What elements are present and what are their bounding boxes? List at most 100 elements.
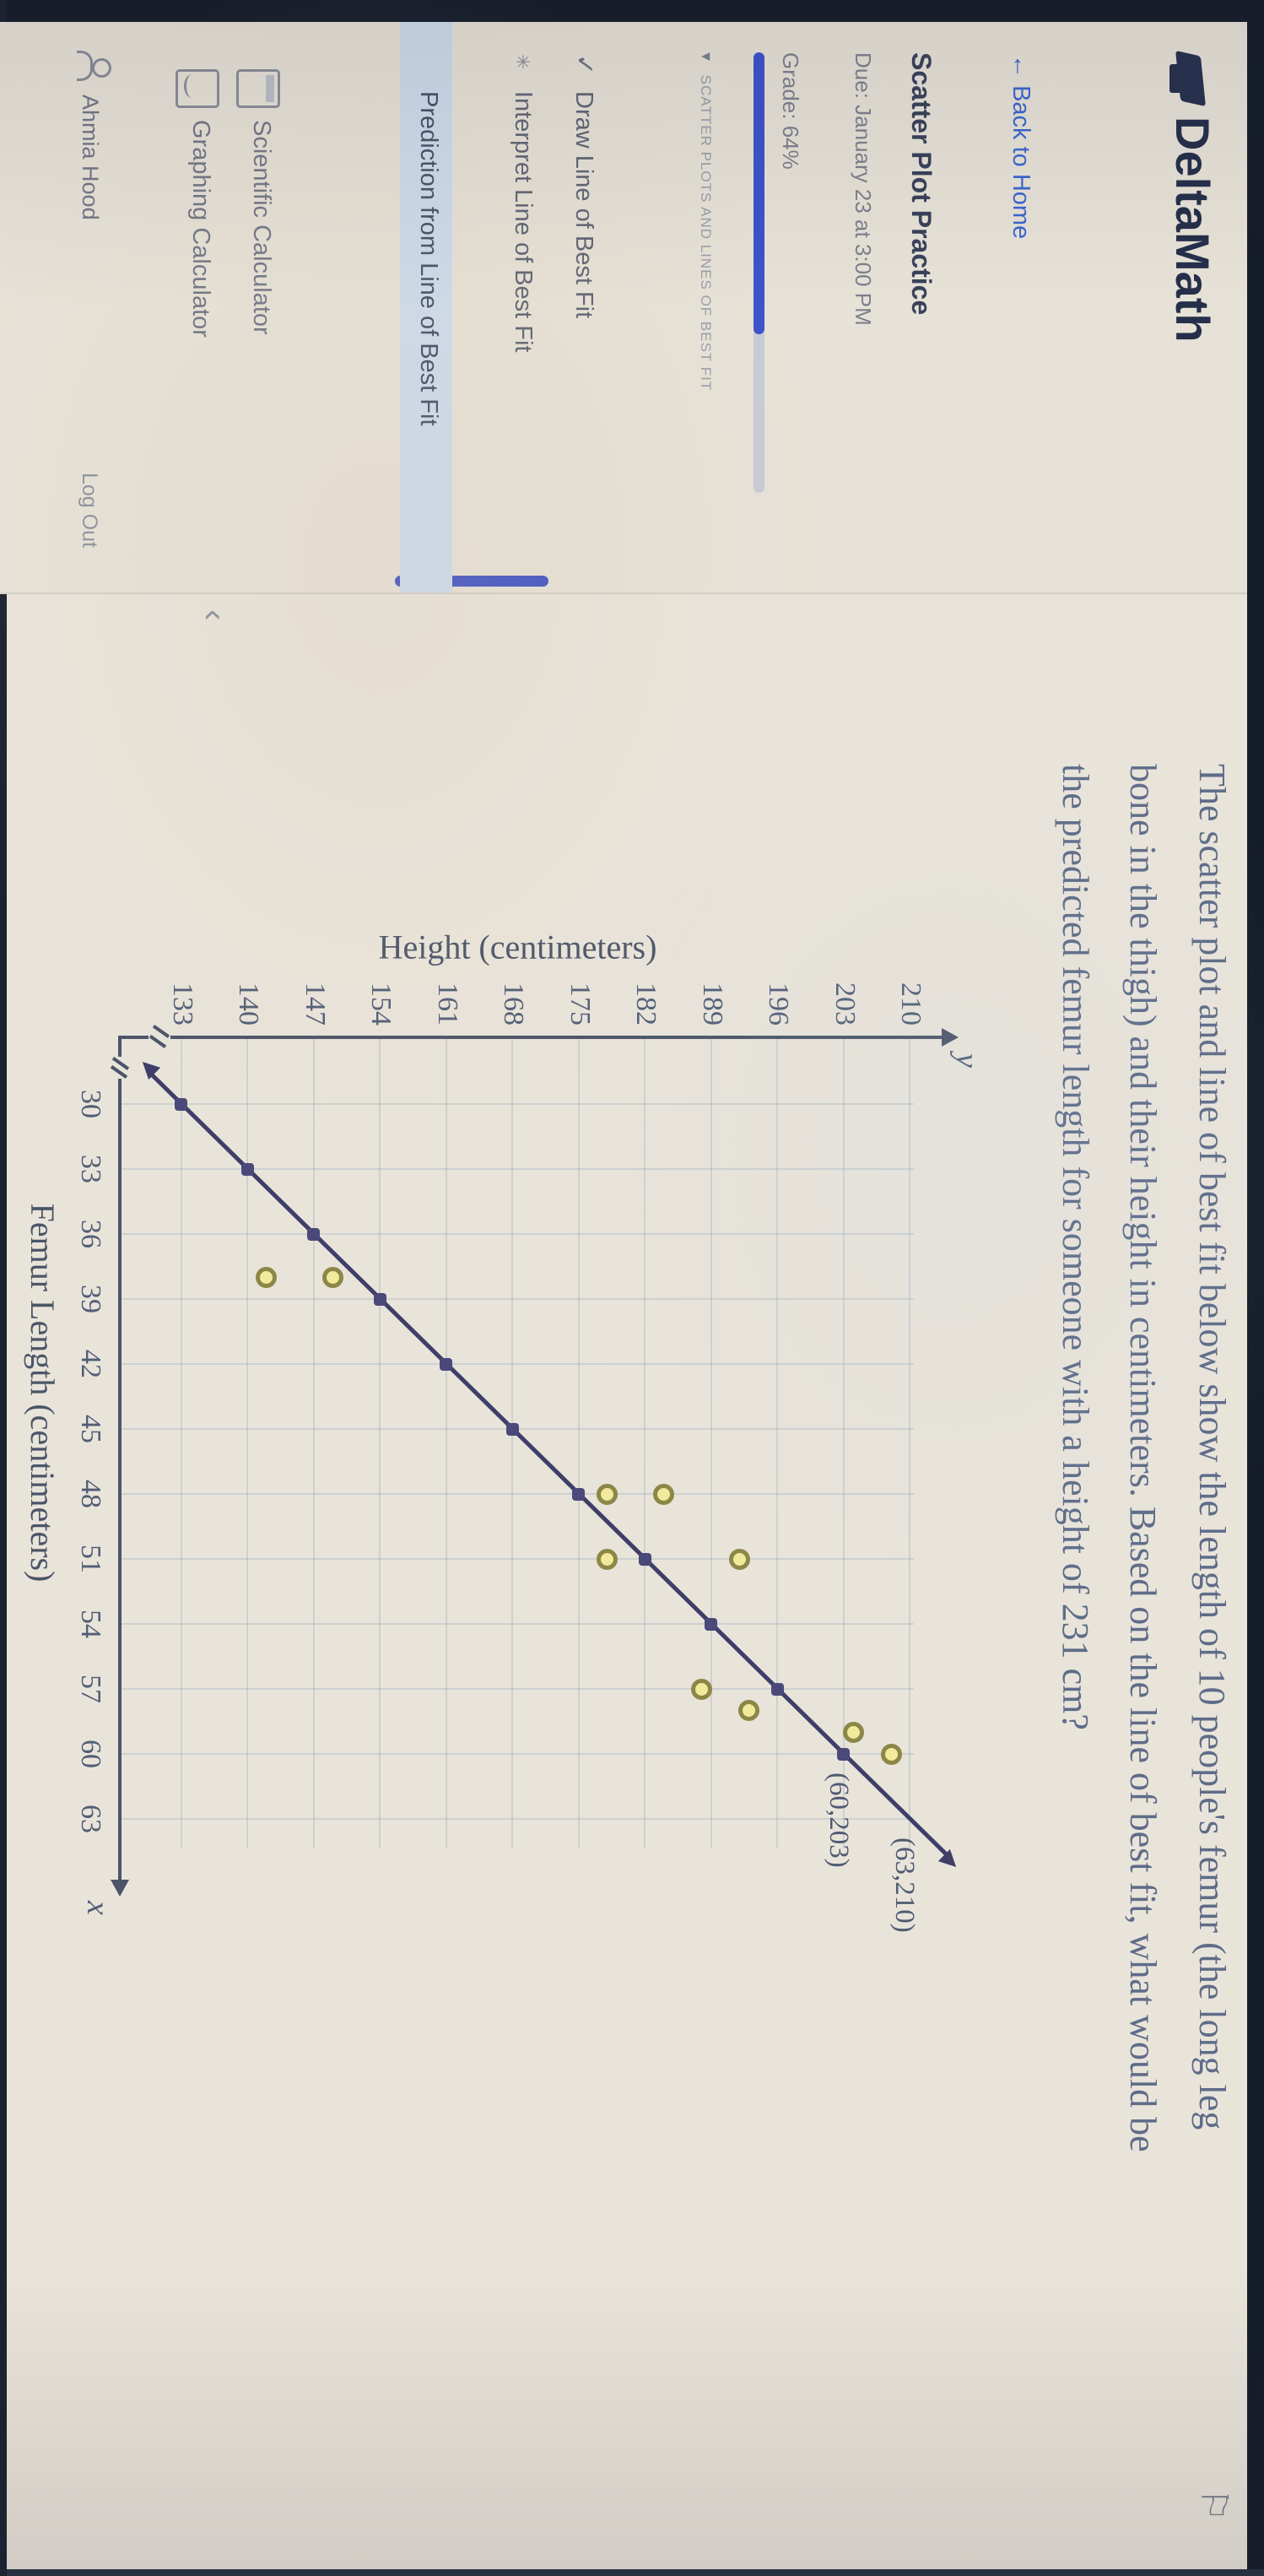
asterisk-icon: ✳ (512, 54, 533, 70)
x-axis-title: Femur Length (centimeters) (24, 1203, 62, 1583)
assignment-title: Scatter Plot Practice (906, 52, 937, 316)
scatter-point[interactable] (321, 1266, 343, 1288)
x-tick-label: 39 (75, 1285, 106, 1313)
gridline-vertical (122, 1493, 914, 1495)
x-tick-label: 60 (75, 1740, 106, 1768)
line-point (440, 1357, 453, 1371)
gridline-horizontal (446, 1039, 447, 1848)
y-tick-label: 154 (365, 982, 397, 1026)
graphing-calculator-icon (176, 69, 219, 108)
scatter-point[interactable] (729, 1548, 751, 1570)
gridline-horizontal (776, 1039, 779, 1848)
y-tick-label: 161 (432, 982, 463, 1026)
sidebar-item-scientific-calculator[interactable]: Scientific Calculator (230, 22, 285, 593)
y-tick-label: 140 (233, 982, 265, 1026)
question-line-3: the predicted femur length for someone w… (1055, 764, 1096, 1730)
line-point (705, 1617, 718, 1631)
sidebar-collapse-icon[interactable]: ‹ (196, 609, 233, 621)
x-tick-label: 63 (75, 1805, 106, 1833)
gridline-horizontal (181, 1039, 182, 1848)
scatter-point[interactable] (691, 1678, 713, 1700)
scatter-point[interactable] (597, 1548, 618, 1570)
gridline-horizontal (578, 1039, 580, 1848)
y-axis-arrow-icon (942, 1028, 959, 1047)
scatter-point[interactable] (256, 1266, 278, 1288)
scatter-point[interactable] (842, 1721, 864, 1743)
skill-label: Prediction from Line of Best Fit (415, 91, 442, 426)
screen-bezel-top (1247, 0, 1264, 2576)
x-axis-arrow-icon (111, 1880, 129, 1897)
x-axis-break (110, 1057, 130, 1079)
y-tick-label: 133 (167, 982, 198, 1026)
gridline-horizontal (511, 1039, 514, 1848)
x-tick-label: 30 (75, 1090, 106, 1118)
back-arrow-icon: ← (1007, 54, 1034, 78)
y-axis-break (149, 1025, 170, 1048)
sidebar-item-graphing-calculator[interactable]: Graphing Calculator (169, 22, 224, 593)
gridline-vertical (122, 1168, 914, 1170)
account-name[interactable]: Ahmia Hood (78, 95, 103, 220)
scatter-point[interactable] (597, 1483, 618, 1505)
sidebar-item-interpret-line-of-best-fit[interactable]: ✳ Interpret Line of Best Fit (494, 22, 547, 593)
gridline-horizontal (909, 1039, 911, 1848)
gridline-horizontal (710, 1039, 712, 1848)
scatter-point[interactable] (880, 1743, 902, 1765)
back-link-label: Back to Home (1007, 85, 1034, 240)
sidebar-item-draw-line-of-best-fit[interactable]: ✓ Draw Line of Best Fit (555, 22, 608, 593)
line-point (307, 1227, 321, 1241)
check-icon: ✓ (570, 54, 598, 76)
gridline-horizontal (313, 1039, 315, 1848)
line-point (572, 1487, 586, 1501)
brand-title: DeltaMath (1166, 116, 1219, 343)
line-point (639, 1552, 651, 1566)
gridline-vertical (122, 1103, 914, 1105)
calculator-icon (236, 69, 280, 108)
gridline-horizontal (644, 1039, 646, 1848)
graduation-cap-base (1169, 64, 1186, 93)
screen-bezel-left (0, 0, 1264, 22)
section-label: SCATTER PLOTS AND LINES OF BEST FIT (698, 74, 714, 392)
deltamath-logo-icon (1164, 50, 1208, 108)
back-to-home-link[interactable]: ← Back to Home (1007, 54, 1034, 239)
line-point (374, 1292, 386, 1306)
logout-link[interactable]: Log Out (78, 473, 101, 548)
question-line-2: bone in the thigh) and their height in c… (1122, 764, 1164, 2152)
flag-problem-icon[interactable]: ⚐ (1192, 2488, 1235, 2522)
gridline-horizontal (379, 1039, 381, 1848)
skill-label: Draw Line of Best Fit (570, 91, 597, 319)
x-tick-label: 36 (75, 1220, 106, 1248)
gridline-vertical (122, 1688, 914, 1690)
y-tick-label: 182 (630, 982, 662, 1026)
y-tick-label: 203 (829, 982, 861, 1026)
y-tick-label: 175 (564, 982, 596, 1026)
point-annotation: (60,203) (823, 1772, 854, 1868)
sidebar-item-prediction-from-line-of-best-fit[interactable]: Prediction from Line of Best Fit (400, 22, 452, 593)
gridline-vertical (122, 1298, 914, 1300)
line-point (837, 1747, 851, 1761)
line-of-best-fit (147, 1069, 952, 1859)
tool-label: Graphing Calculator (187, 120, 214, 338)
x-axis-letter: x (80, 1901, 116, 1915)
gridline-horizontal (246, 1039, 249, 1848)
point-annotation: (63,210) (889, 1837, 921, 1933)
gridline-vertical (122, 1818, 914, 1820)
skill-label: Interpret Line of Best Fit (510, 91, 537, 353)
gridline-vertical (122, 1753, 914, 1755)
x-tick-label: 54 (75, 1610, 106, 1638)
x-tick-label: 57 (75, 1675, 106, 1703)
scatter-point[interactable] (653, 1483, 675, 1505)
x-tick-label: 51 (75, 1545, 106, 1573)
y-tick-label: 147 (300, 982, 331, 1026)
grade-label: Grade: 64% (778, 52, 803, 170)
y-tick-label: 189 (696, 982, 728, 1026)
y-tick-label: 168 (498, 982, 530, 1026)
avatar-body (77, 51, 93, 81)
scatter-point[interactable] (738, 1700, 760, 1722)
y-axis-letter: y (949, 1053, 985, 1068)
x-tick-label: 45 (75, 1415, 106, 1443)
sidebar-section-header[interactable]: ▾ SCATTER PLOTS AND LINES OF BEST FIT (696, 52, 717, 542)
question-line-1: The scatter plot and line of best fit be… (1191, 764, 1233, 2130)
chevron-down-icon: ▾ (697, 52, 716, 62)
